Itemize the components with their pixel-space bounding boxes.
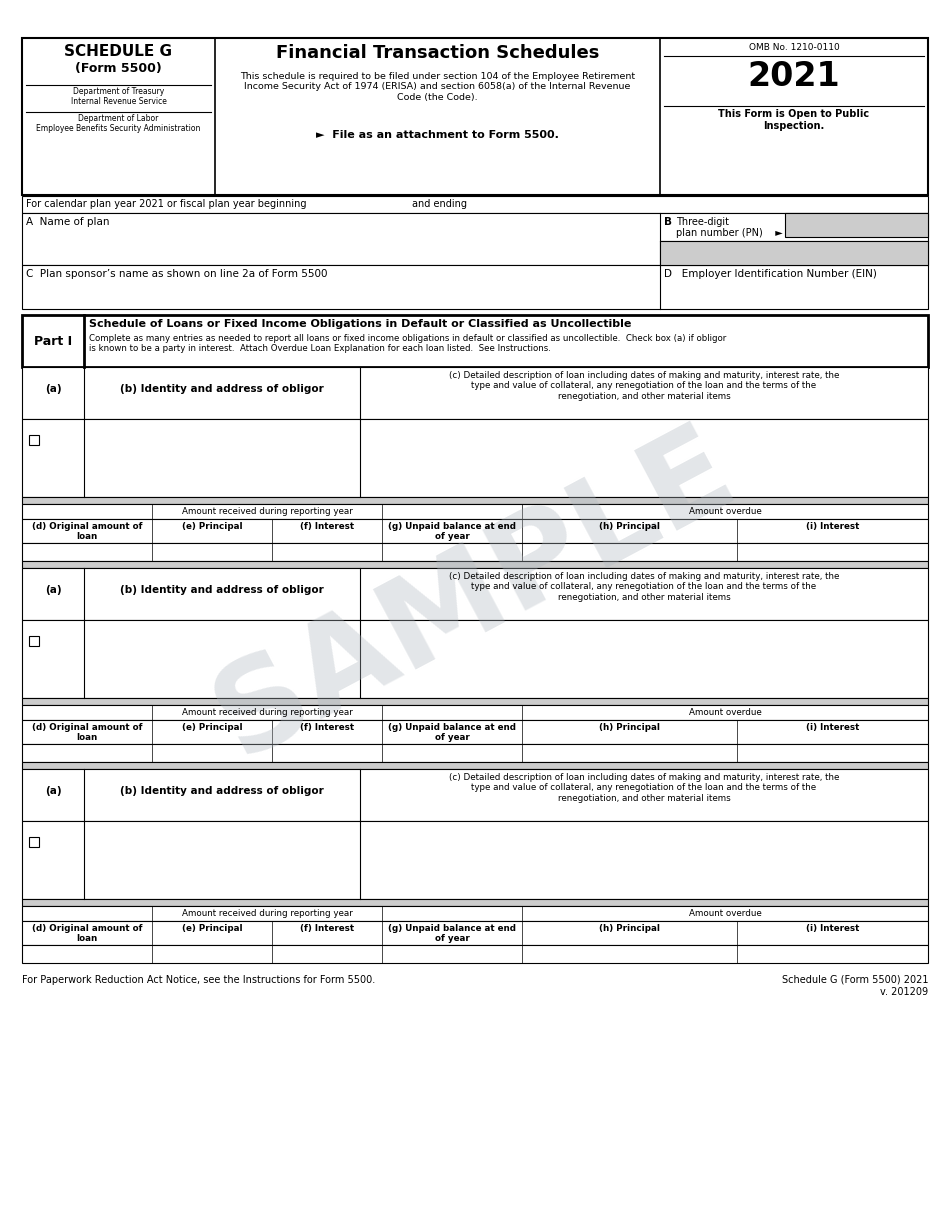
Text: For calendar plan year 2021 or fiscal plan year beginning: For calendar plan year 2021 or fiscal pl… — [26, 199, 307, 209]
Text: Department of Labor: Department of Labor — [78, 114, 159, 123]
Text: (c) Detailed description of loan including dates of making and maturity, interes: (c) Detailed description of loan includi… — [448, 371, 839, 401]
Text: Amount received during reporting year: Amount received during reporting year — [181, 507, 352, 517]
Text: (h) Principal: (h) Principal — [599, 723, 660, 732]
Text: Amount overdue: Amount overdue — [689, 507, 761, 517]
Text: (d) Original amount of
loan: (d) Original amount of loan — [31, 522, 142, 541]
Text: (d) Original amount of
loan: (d) Original amount of loan — [31, 723, 142, 743]
Text: (a): (a) — [45, 384, 62, 394]
Bar — [22, 519, 928, 542]
Bar — [22, 213, 928, 264]
Text: (d) Original amount of
loan: (d) Original amount of loan — [31, 924, 142, 943]
Bar — [22, 907, 928, 921]
Text: (i) Interest: (i) Interest — [806, 924, 859, 934]
Bar — [22, 196, 928, 213]
Text: (g) Unpaid balance at end
of year: (g) Unpaid balance at end of year — [388, 723, 516, 743]
Bar — [22, 769, 928, 820]
Text: SCHEDULE G: SCHEDULE G — [65, 44, 173, 59]
Text: Employee Benefits Security Administration: Employee Benefits Security Administratio… — [36, 124, 200, 133]
Bar — [22, 38, 928, 196]
Text: (b) Identity and address of obligor: (b) Identity and address of obligor — [120, 786, 324, 796]
Text: Department of Treasury: Department of Treasury — [73, 87, 164, 96]
Text: (h) Principal: (h) Principal — [599, 924, 660, 934]
Text: Schedule G (Form 5500) 2021
v. 201209: Schedule G (Form 5500) 2021 v. 201209 — [782, 975, 928, 996]
Bar — [22, 620, 928, 697]
Text: (c) Detailed description of loan including dates of making and maturity, interes: (c) Detailed description of loan includi… — [448, 772, 839, 803]
Bar — [22, 899, 928, 907]
Text: (a): (a) — [45, 585, 62, 595]
Text: (e) Principal: (e) Principal — [181, 723, 242, 732]
Text: OMB No. 1210-0110: OMB No. 1210-0110 — [749, 43, 840, 52]
Text: (b) Identity and address of obligor: (b) Identity and address of obligor — [120, 585, 324, 595]
Bar — [22, 763, 928, 769]
Text: SAMPLE: SAMPLE — [196, 408, 754, 782]
Text: B: B — [664, 216, 672, 228]
Text: (h) Principal: (h) Principal — [599, 522, 660, 531]
Text: (g) Unpaid balance at end
of year: (g) Unpaid balance at end of year — [388, 924, 516, 943]
Bar — [22, 561, 928, 568]
Text: 2021: 2021 — [748, 60, 841, 93]
Text: Amount received during reporting year: Amount received during reporting year — [181, 909, 352, 918]
Text: (g) Unpaid balance at end
of year: (g) Unpaid balance at end of year — [388, 522, 516, 541]
Text: (a): (a) — [45, 786, 62, 796]
Bar — [29, 435, 39, 445]
Text: (f) Interest: (f) Interest — [300, 924, 354, 934]
Bar — [22, 497, 928, 504]
Text: C  Plan sponsor’s name as shown on line 2a of Form 5500: C Plan sponsor’s name as shown on line 2… — [26, 269, 328, 279]
Text: and ending: and ending — [412, 199, 467, 209]
Bar — [22, 820, 928, 899]
Bar — [22, 504, 928, 519]
Text: plan number (PN)    ►: plan number (PN) ► — [676, 228, 783, 237]
Bar — [22, 264, 928, 309]
Text: (c) Detailed description of loan including dates of making and maturity, interes: (c) Detailed description of loan includi… — [448, 572, 839, 601]
Text: A  Name of plan: A Name of plan — [26, 216, 109, 228]
Text: Financial Transaction Schedules: Financial Transaction Schedules — [276, 44, 599, 62]
Bar — [22, 945, 928, 963]
Text: Three-digit: Three-digit — [676, 216, 729, 228]
Bar — [22, 419, 928, 497]
Bar — [22, 720, 928, 744]
Bar — [22, 705, 928, 720]
Text: (b) Identity and address of obligor: (b) Identity and address of obligor — [120, 384, 324, 394]
Bar — [22, 697, 928, 705]
Bar — [785, 213, 928, 237]
Text: Part I: Part I — [34, 335, 72, 348]
Text: This Form is Open to Public
Inspection.: This Form is Open to Public Inspection. — [718, 109, 869, 130]
Bar — [22, 367, 928, 419]
Text: (f) Interest: (f) Interest — [300, 723, 354, 732]
Bar — [22, 568, 928, 620]
Text: ►  File as an attachment to Form 5500.: ► File as an attachment to Form 5500. — [316, 130, 559, 140]
Text: (e) Principal: (e) Principal — [181, 924, 242, 934]
Text: (i) Interest: (i) Interest — [806, 723, 859, 732]
Text: Internal Revenue Service: Internal Revenue Service — [70, 97, 166, 106]
Text: This schedule is required to be filed under section 104 of the Employee Retireme: This schedule is required to be filed un… — [240, 73, 635, 102]
Bar — [22, 921, 928, 945]
Bar — [660, 241, 928, 264]
Text: Amount overdue: Amount overdue — [689, 909, 761, 918]
Text: (e) Principal: (e) Principal — [181, 522, 242, 531]
Bar — [22, 744, 928, 763]
Text: Schedule of Loans or Fixed Income Obligations in Default or Classified as Uncoll: Schedule of Loans or Fixed Income Obliga… — [89, 319, 632, 328]
Text: Complete as many entries as needed to report all loans or fixed income obligatio: Complete as many entries as needed to re… — [89, 335, 726, 353]
Bar — [29, 636, 39, 646]
Bar — [22, 542, 928, 561]
Text: (Form 5500): (Form 5500) — [75, 62, 162, 75]
Text: For Paperwork Reduction Act Notice, see the Instructions for Form 5500.: For Paperwork Reduction Act Notice, see … — [22, 975, 375, 985]
Bar — [29, 836, 39, 847]
Bar — [22, 315, 928, 367]
Text: (i) Interest: (i) Interest — [806, 522, 859, 531]
Text: (f) Interest: (f) Interest — [300, 522, 354, 531]
Text: Amount overdue: Amount overdue — [689, 708, 761, 717]
Text: D   Employer Identification Number (EIN): D Employer Identification Number (EIN) — [664, 269, 877, 279]
Text: Amount received during reporting year: Amount received during reporting year — [181, 708, 352, 717]
